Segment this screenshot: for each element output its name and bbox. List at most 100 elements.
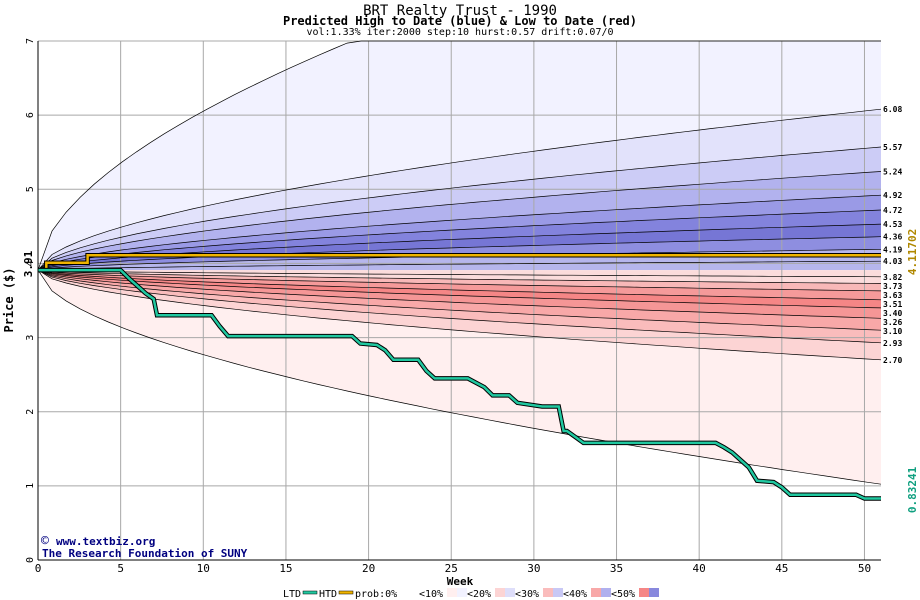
band-level-label: 3.82 [883,273,902,282]
credit-url: www.textbiz.org [56,535,155,548]
high-band-3 [38,171,881,271]
band-line-15 [37,269,882,319]
band-level-labels: 6.08 5.57 5.24 4.92 4.72 4.53 4.36 4.19 4.03 3.82… [883,105,902,365]
band-level-label: 2.93 [883,339,902,348]
high-band-2 [38,147,881,271]
band-level-label: 4.53 [883,220,902,229]
low-band-4 [38,270,881,319]
x-tick-label: 35 [610,562,623,575]
legend-ltd-label: LTD [283,589,301,600]
legend-swatch-red [543,588,553,597]
y-tick-label: 7 [25,38,36,44]
band-level-label: 4.72 [883,206,902,215]
start-price-label: 3.91 [22,250,35,277]
band-line-9 [37,260,882,271]
x-tick-label: 25 [445,562,458,575]
x-tick-label: 40 [693,562,706,575]
low-band-5 [38,270,881,308]
low-band-2 [38,270,881,343]
x-tick-label: 10 [197,562,210,575]
copyright-icon: © [41,534,49,549]
legend-swatch-blue [601,588,611,597]
ltd-line [38,268,881,500]
band-line-19 [37,269,882,284]
band-level-label: 3.40 [883,309,902,318]
legend: LTD HTD prob:0% <10% <20% <30% <40% <50% [283,588,659,600]
y-tick-label: 4 [25,260,36,266]
band-level-label: 5.57 [883,143,902,152]
band-line-16 [37,269,882,309]
legend-htd-swatch [338,590,354,595]
band-line-13 [37,269,882,344]
band-level-label: 4.36 [883,233,902,242]
y-tick-label: 1 [25,483,36,489]
legend-band-label: <50% [611,589,635,600]
band-level-label: 2.70 [883,356,902,365]
low-band-7 [38,270,881,291]
x-tick-label: 15 [279,562,292,575]
band-line-17 [37,269,882,301]
band-level-label: 3.63 [883,291,902,300]
band-line-0 [37,40,881,271]
legend-swatch-blue [505,588,515,597]
band-level-label: 4.92 [883,191,902,200]
band-level-label: 5.24 [883,167,902,176]
y-tick-label: 5 [25,186,36,192]
legend-swatch-blue [649,588,659,597]
low-band-9 [38,270,881,277]
legend-band-label: <40% [563,589,587,600]
y-tick-label: 0 [25,557,36,563]
legend-swatch-red [495,588,505,597]
band-line-1 [37,108,882,271]
legend-band-label: <30% [515,589,539,600]
band-level-label: 3.51 [883,300,902,309]
legend-band-label: <20% [467,589,491,600]
grid-lines [37,40,881,561]
legend-htd-label: HTD [319,589,337,600]
low-band-6 [38,270,881,300]
band-line-12 [37,269,882,361]
axes [37,41,881,561]
credit-org: The Research Foundation of SUNY [42,547,248,560]
x-axis-label: Week [447,575,474,588]
high-band-6 [38,224,881,271]
y-tick-label: 6 [25,112,36,118]
band-line-20 [37,269,882,278]
high-band-5 [38,210,881,271]
legend-swatch-red [399,588,409,597]
legend-swatch-blue [457,588,467,597]
x-tick-label: 50 [858,562,871,575]
band-line-18 [37,269,882,292]
chart-subtitle: Predicted High to Date (blue) & Low to D… [282,14,637,28]
legend-swatch-red [447,588,457,597]
band-level-label: 4.03 [883,257,902,266]
x-tick-label: 20 [362,562,375,575]
x-tick-label: 0 [35,562,42,575]
band-level-label: 4.19 [883,245,902,254]
y-tick-label: 3 [25,335,36,341]
high-to-date-label: 4.11702 [906,229,919,275]
high-band-4 [38,195,881,271]
legend-ltd-swatch [302,590,318,595]
band-line-5 [37,209,882,271]
legend-swatch-blue [553,588,563,597]
legend-swatch-red [591,588,601,597]
band-line-2 [37,146,882,271]
band-level-label: 6.08 [883,105,902,114]
band-line-3 [37,171,882,271]
legend-prob-label: prob:0% [355,589,397,600]
band-level-label: 3.10 [883,327,902,336]
series-lines [38,253,881,501]
x-tick-label: 30 [527,562,540,575]
x-tick-label: 45 [775,562,788,575]
band-level-label: 3.73 [883,282,902,291]
band-boundary-lines [37,40,882,485]
band-line-4 [37,194,882,271]
low-to-date-label: 0.83241 [906,466,919,513]
legend-swatch-red [639,588,649,597]
chart-title: BRT Realty Trust - 1990 [363,3,557,19]
high-band-0 [38,41,881,271]
probability-bands [38,41,881,485]
legend-swatch-blue [409,588,419,597]
